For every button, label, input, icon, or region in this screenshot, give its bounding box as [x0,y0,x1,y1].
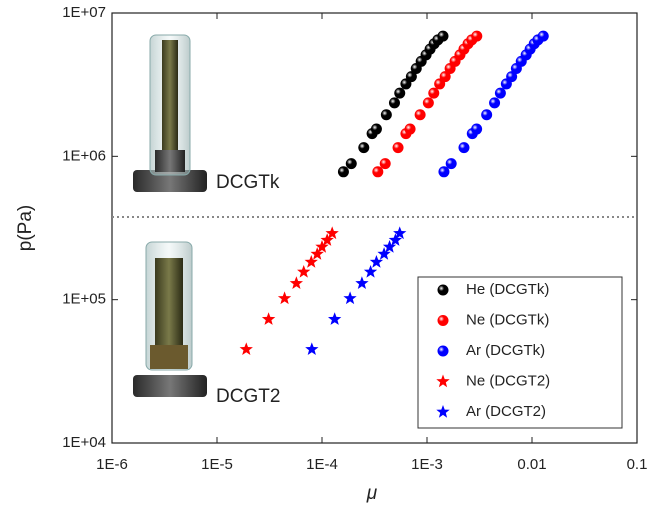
sphere-marker [388,97,400,109]
star-marker [305,342,319,355]
star-marker [239,342,253,355]
legend-marker [437,315,449,326]
sphere-marker [471,123,483,135]
legend-marker [437,284,449,296]
legend-marker [436,405,450,418]
sphere-marker [337,166,349,178]
annotation: DCGTk [216,172,280,193]
sphere-marker [494,87,506,99]
x-tick-label: 1E-4 [306,456,338,473]
y-tick-label: 1E+06 [62,147,106,164]
legend-label: Ar (DCGTk) [466,342,545,359]
star-marker [310,247,324,260]
star-marker [277,291,292,305]
star-marker [355,276,369,289]
sphere-marker [422,97,434,109]
legend-label: Ne (DCGT2) [466,372,550,389]
sphere-marker [379,158,391,170]
y-tick-label: 1E+04 [62,434,106,451]
plot-frame [111,12,638,444]
sphere-marker [358,142,370,154]
star-marker [304,255,318,268]
sphere-marker [481,109,493,121]
x-tick-label: 0.01 [517,456,546,473]
star-marker [325,226,339,240]
sphere-marker [438,166,450,178]
star-marker [393,226,407,240]
star-marker [369,255,384,268]
cell-illustration-bottom [133,241,207,397]
sphere-marker [372,166,384,178]
star-marker [382,240,397,253]
sphere-marker [439,71,451,83]
x-tick-label: 1E-5 [201,456,233,473]
x-tick-label: 1E-3 [411,456,443,473]
sphere-marker [405,71,417,83]
sphere-marker [345,158,357,170]
sphere-marker [428,87,440,99]
sphere-marker [537,30,549,42]
x-tick-label: 0.1 [627,456,648,473]
y-tick-label: 1E+07 [62,4,106,21]
star-marker [363,265,378,278]
sphere-marker [445,158,457,170]
legend-label: He (DCGTk) [466,281,549,298]
cell-illustration-top [133,34,207,192]
star-marker [297,265,311,278]
sphere-marker [394,87,406,99]
star-marker [388,233,402,246]
sphere-marker [437,30,449,42]
sphere-marker [404,123,416,135]
sphere-marker [471,30,483,42]
legend-box [417,276,623,429]
sphere-marker [392,142,404,154]
y-axis-title: p(Pa) [15,205,36,251]
legend-label: Ar (DCGT2) [466,403,546,420]
sphere-marker [506,71,518,83]
star-marker [261,312,276,325]
sphere-marker [414,109,426,121]
x-axis-title: μ [366,483,378,504]
annotation: DCGT2 [216,386,280,407]
star-marker [377,247,391,260]
star-marker [343,291,357,305]
star-marker [289,276,303,289]
star-marker [315,240,329,253]
x-tick-label: 1E-6 [96,456,128,473]
star-marker [320,233,334,246]
legend-marker [437,345,449,357]
sphere-marker [370,123,382,135]
sphere-marker [489,97,501,109]
legend-marker [436,374,450,388]
star-marker [328,312,342,325]
sphere-marker [380,109,392,121]
y-tick-label: 1E+05 [62,291,106,308]
legend-label: Ne (DCGTk) [466,311,549,328]
sphere-marker [458,142,470,154]
